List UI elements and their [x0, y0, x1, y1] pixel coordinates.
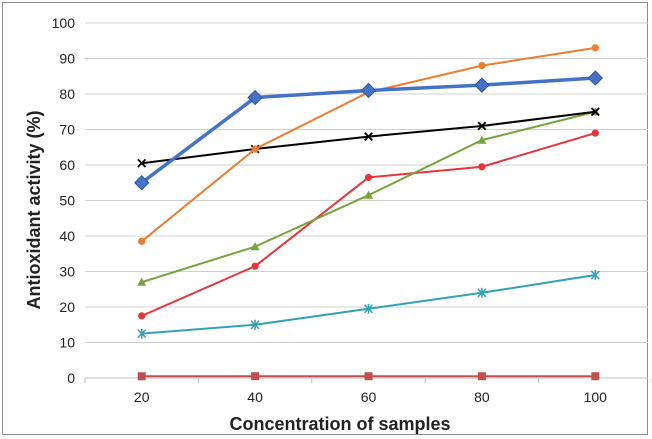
y-tick-label: 80 [59, 86, 75, 102]
data-point-x [364, 132, 373, 142]
x-tick-label: 20 [134, 389, 150, 405]
series-5 [138, 129, 599, 320]
x-tick-label: 80 [474, 389, 490, 405]
data-point-diamond [133, 175, 150, 191]
series-1 [133, 70, 604, 191]
data-point-diamond [587, 70, 604, 86]
data-point-x [590, 107, 600, 117]
y-tick-label: 60 [59, 157, 75, 173]
x-tick-label: 100 [584, 389, 608, 405]
data-point-square [137, 372, 146, 381]
y-tick-label: 40 [59, 228, 75, 244]
data-point-asterisk [137, 328, 147, 339]
y-tick-label: 0 [67, 370, 75, 386]
x-tick-label: 60 [361, 389, 377, 405]
series-4 [137, 107, 600, 286]
chart-frame [2, 2, 648, 435]
data-point-asterisk [250, 319, 260, 330]
data-point-x [137, 158, 147, 168]
series-2 [138, 44, 599, 245]
data-point-circle [138, 237, 146, 245]
x-tick-label: 40 [247, 389, 263, 405]
data-point-square [364, 372, 373, 381]
data-point-circle [364, 173, 373, 182]
data-point-x [477, 121, 487, 131]
y-tick-label: 90 [59, 51, 75, 67]
y-tick-label: 50 [59, 193, 75, 209]
data-point-triangle [364, 190, 373, 199]
data-point-circle [591, 129, 599, 137]
x-axis-title: Concentration of samples [229, 414, 450, 434]
data-point-triangle [137, 277, 147, 286]
series-line [141, 46, 596, 243]
data-point-circle [251, 145, 259, 153]
y-axis-title: Antioxidant activity (%) [24, 110, 44, 309]
series [133, 44, 604, 381]
data-point-diamond [474, 77, 490, 93]
data-point-square [251, 372, 260, 381]
data-point-circle [478, 62, 486, 70]
series-line [141, 132, 596, 317]
gridlines [85, 22, 648, 343]
data-point-diamond [247, 89, 263, 106]
data-point-circle [138, 312, 146, 320]
data-point-circle [478, 163, 486, 171]
tick-labels: 0 10 20 30 40 50 60 70 80 90 100 20 40 60 80 100 [52, 15, 608, 405]
series-6 [137, 270, 600, 339]
data-point-diamond [360, 82, 377, 99]
y-tick-label: 10 [59, 335, 75, 351]
data-point-circle [591, 44, 599, 52]
y-tick-label: 30 [59, 264, 75, 280]
data-point-asterisk [590, 270, 600, 281]
data-point-square [477, 372, 486, 381]
data-point-triangle [477, 135, 487, 144]
data-point-asterisk [477, 287, 487, 298]
data-point-square [591, 372, 600, 381]
data-point-circle [251, 262, 259, 270]
data-point-triangle [250, 242, 260, 251]
data-point-asterisk [363, 303, 374, 314]
y-tick-label: 100 [52, 15, 76, 31]
series-3 [137, 107, 600, 168]
series-7 [137, 372, 600, 381]
y-tick-label: 70 [59, 122, 75, 138]
y-tick-label: 20 [59, 299, 75, 315]
